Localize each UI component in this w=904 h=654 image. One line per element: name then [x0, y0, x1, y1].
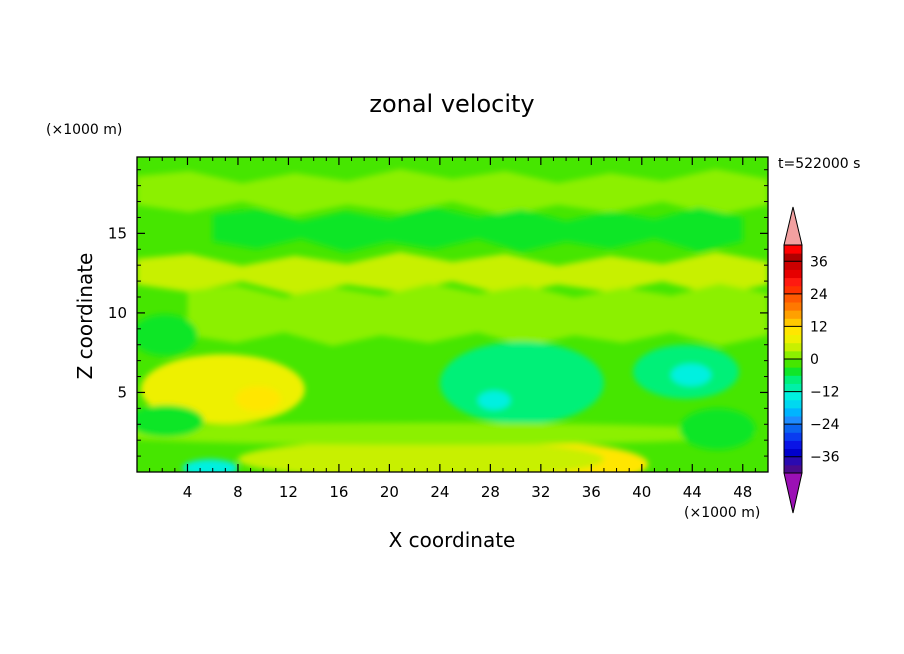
colorbar-segment [784, 464, 802, 474]
x-axis-label: X coordinate [389, 528, 516, 552]
colorbar-tick-label: −24 [810, 417, 840, 433]
x-tick-label: 16 [329, 483, 348, 501]
contour-region-upper-teal-band [212, 207, 743, 252]
colorbar-segment [784, 416, 802, 425]
y-tick-label: 5 [117, 383, 127, 401]
colorbar-segment [784, 285, 802, 295]
colorbar-segment [784, 375, 802, 384]
contour-region-surface-blue-spot [182, 459, 238, 472]
x-unit-label: (×1000 m) [684, 505, 760, 521]
colorbar-segment [784, 440, 802, 450]
y-tick-label: 15 [108, 224, 127, 242]
contour-region-surface-yellowgreen [238, 440, 604, 472]
x-tick-label: 32 [531, 483, 550, 501]
colorbar-segment [784, 359, 802, 368]
x-tick-label: 4 [183, 483, 193, 501]
colorbar-segment [784, 318, 802, 327]
contour-region-yellow-jet-core [235, 386, 281, 412]
x-axis-ticks: 4 8 12 16 20 24 28 32 36 40 44 48 [149, 157, 756, 501]
colorbar-segment [784, 342, 802, 352]
colorbar-segment [784, 334, 802, 344]
x-tick-label: 20 [380, 483, 399, 501]
colorbar-tick-label: 36 [810, 254, 828, 270]
x-tick-label: 8 [233, 483, 243, 501]
colorbar-segment [784, 448, 802, 458]
y-axis-ticks: 5 10 15 [108, 169, 768, 457]
contour-region-teal-lower-left [137, 405, 204, 437]
colorbar-segment [784, 383, 802, 393]
contour-region-blue-spot-middle [477, 390, 511, 410]
colorbar-segment [784, 293, 802, 303]
colorbar: 36 24 12 0 −12 −24 −36 [783, 206, 840, 514]
contour-region-mid-green-band [187, 283, 768, 346]
x-tick-label: 36 [582, 483, 601, 501]
colorbar-segment [784, 253, 802, 262]
colorbar-segment [784, 367, 802, 376]
colorbar-segment [784, 407, 802, 417]
colorbar-segment [784, 245, 802, 254]
contour-region-mid-yellowgreen-band [137, 251, 768, 295]
x-tick-label: 44 [683, 483, 702, 501]
contour-region-lower-green-band [137, 422, 756, 445]
contour-region-teal-left-mid [137, 314, 198, 356]
y-axis-label: Z coordinate [73, 253, 97, 380]
x-tick-label: 40 [632, 483, 651, 501]
colorbar-segment [784, 310, 802, 319]
colorbar-tick-label: 24 [810, 287, 828, 303]
colorbar-segment [784, 432, 802, 441]
contour-region-cyan-core-middle [439, 341, 604, 425]
colorbar-under-arrow [783, 472, 803, 514]
colorbar-tick-label: −12 [810, 385, 840, 401]
z-unit-label: (×1000 m) [46, 122, 122, 138]
chart-title: zonal velocity [369, 90, 534, 118]
y-tick-label: 10 [108, 304, 127, 322]
x-tick-label: 24 [430, 483, 449, 501]
time-label: t=522000 s [778, 156, 860, 172]
colorbar-over-arrow [783, 206, 803, 246]
colorbar-segment [784, 269, 802, 279]
colorbar-segment [784, 456, 802, 466]
colorbar-tick-label: 0 [810, 352, 819, 368]
contour-region-blue-spot-right [670, 363, 712, 387]
colorbar-segment [784, 277, 802, 287]
contour-region-upper-green-band [137, 169, 768, 216]
colorbar-segment [784, 350, 802, 360]
x-tick-label: 48 [733, 483, 752, 501]
colorbar-segment [784, 326, 802, 336]
contour-field [137, 157, 768, 472]
x-tick-label: 12 [279, 483, 298, 501]
colorbar-segment [784, 302, 802, 311]
colorbar-tick-label: −36 [810, 450, 840, 466]
colorbar-tick-label: 12 [810, 319, 828, 335]
x-tick-label: 28 [481, 483, 500, 501]
colorbar-segment [784, 399, 802, 409]
colorbar-segment [784, 424, 802, 433]
colorbar-segment [784, 261, 802, 270]
contour-region-teal-right-lower [679, 408, 756, 450]
colorbar-segment [784, 391, 802, 401]
